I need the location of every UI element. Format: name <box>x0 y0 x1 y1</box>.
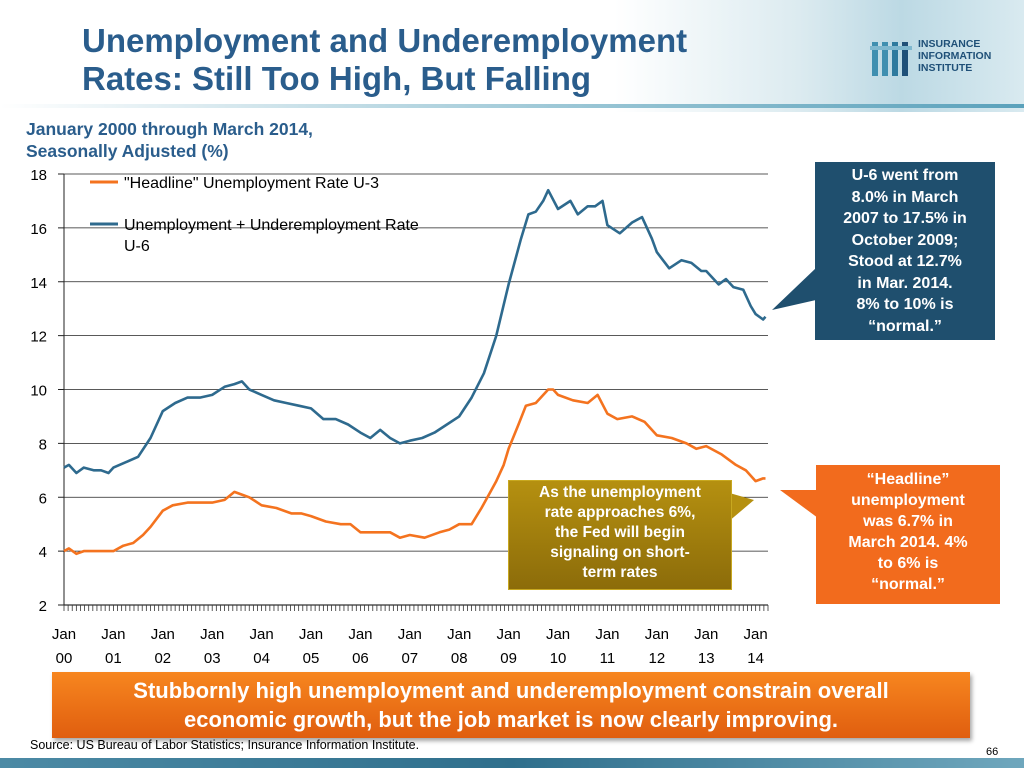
y-tick-label: 18 <box>30 167 47 184</box>
subtitle-line-2: Seasonally Adjusted (%) <box>26 141 229 161</box>
series-u6-line <box>63 188 767 475</box>
series-u3-line <box>63 388 766 556</box>
x-tick-label: Jan <box>52 626 76 643</box>
footer-bar <box>0 758 1024 768</box>
y-tick-label: 4 <box>39 544 47 561</box>
u3-callout: “Headline” unemployment was 6.7% in March 2… <box>816 465 1000 604</box>
x-tick-label: 01 <box>105 650 122 667</box>
x-tick-label: 06 <box>352 650 369 667</box>
y-tick-label: 10 <box>30 383 47 400</box>
u3-callout-line: March 2014. 4% <box>848 534 968 551</box>
y-axis-tick-labels: 2 4 6 8 10 12 14 16 18 <box>30 167 47 615</box>
u3-callout-line: was 6.7% in <box>863 513 953 530</box>
x-tick-label: Jan <box>151 626 175 643</box>
chart-grid <box>58 173 768 606</box>
x-tick-label: 11 <box>600 650 616 667</box>
x-axis: Jan 00 Jan 01 Jan 02 Jan 03 Jan 04 Jan 05 Jan 06 Jan 07… <box>52 605 769 667</box>
iii-bars-logo-icon <box>870 42 912 76</box>
x-tick-label: 10 <box>550 650 567 667</box>
y-tick-label: 12 <box>30 329 47 346</box>
x-tick-label: Jan <box>101 626 125 643</box>
u3-callout-line: unemployment <box>851 492 965 509</box>
u6-callout-line: in Mar. 2014. <box>857 274 953 292</box>
iii-logo: INSURANCE INFORMATION INSTITUTE <box>870 38 1020 78</box>
u6-callout-line: U-6 went from <box>851 167 959 184</box>
chart-legend: "Headline" Unemployment Rate U-3 Unemploy… <box>90 175 419 255</box>
u3-callout-line: to 6% is <box>877 555 939 572</box>
x-tick-label: Jan <box>447 626 471 643</box>
x-tick-label: Jan <box>299 626 323 643</box>
u6-callout-line: 8% to 10% is <box>856 296 954 313</box>
fed-callout: As the unemployment rate approaches 6%, th… <box>508 480 732 590</box>
conclusion-line-1: Stubbornly high unemployment and underem… <box>133 678 889 703</box>
u6-callout-line: 2007 to 17.5% in <box>843 210 967 227</box>
fed-callout-pointer <box>726 492 754 522</box>
u3-callout-line: “Headline” <box>866 471 950 488</box>
source-note: Source: US Bureau of Labor Statistics; I… <box>30 738 420 752</box>
header-band <box>0 0 1024 112</box>
fed-callout-line: As the unemployment <box>539 484 701 501</box>
x-tick-label: Jan <box>694 626 718 643</box>
fed-callout-line: the Fed will begin <box>554 524 686 541</box>
x-tick-label: 05 <box>303 650 320 667</box>
x-tick-label: Jan <box>497 626 521 643</box>
legend-u3-label: "Headline" Unemployment Rate U-3 <box>124 175 379 192</box>
x-tick-label: Jan <box>398 626 422 643</box>
header-rule <box>0 104 1024 108</box>
y-tick-label: 6 <box>39 490 47 507</box>
fed-callout-line: signaling on short- <box>550 544 690 561</box>
x-tick-label: Jan <box>250 626 274 643</box>
conclusion-banner: Stubbornly high unemployment and underem… <box>52 672 970 738</box>
x-tick-label: 04 <box>253 650 270 667</box>
u3-callout-line: “normal.” <box>871 576 945 593</box>
x-tick-label: Jan <box>200 626 224 643</box>
u6-callout-line: 8.0% in March <box>851 188 959 206</box>
legend-u6-label: Unemployment + Underemployment Rate U-6 <box>124 217 419 255</box>
u6-callout-line: Stood at 12.7% <box>848 253 962 270</box>
x-tick-label: 00 <box>56 650 73 667</box>
x-tick-label: 07 <box>401 650 418 667</box>
x-tick-label: Jan <box>595 626 619 643</box>
x-tick-label: 09 <box>500 650 517 667</box>
y-tick-label: 16 <box>30 221 47 238</box>
logo-line-3: INSTITUTE <box>918 62 973 74</box>
u6-callout-pointer <box>772 268 816 310</box>
x-tick-label: Jan <box>348 626 372 643</box>
fed-callout-line: rate approaches 6%, <box>544 504 696 521</box>
page-number: 66 <box>986 746 999 758</box>
logo-line-2: INFORMATION <box>918 50 992 62</box>
u6-callout-line: October 2009; <box>851 231 959 249</box>
title-line-2: Rates: Still Too High, But Falling <box>82 60 592 97</box>
fed-callout-line: term rates <box>582 564 658 581</box>
x-tick-label: 13 <box>698 650 715 667</box>
x-tick-label: 14 <box>747 650 764 667</box>
subtitle-line-1: January 2000 through March 2014, <box>26 119 313 139</box>
x-tick-label: Jan <box>744 626 768 643</box>
chart-series <box>63 188 767 556</box>
x-tick-label: 12 <box>648 650 665 667</box>
y-tick-label: 2 <box>39 598 47 615</box>
x-tick-label: Jan <box>546 626 570 643</box>
logo-text: INSURANCE INFORMATION INSTITUTE <box>918 38 991 74</box>
u3-callout-pointer <box>780 490 818 518</box>
u6-callout-line: “normal.” <box>868 317 942 335</box>
title-line-1: Unemployment and Underemployment <box>82 22 688 59</box>
chart-subtitle: January 2000 through March 2014, Seasona… <box>26 118 313 162</box>
x-tick-label: Jan <box>645 626 669 643</box>
x-tick-label: 02 <box>154 650 171 667</box>
conclusion-line-2: economic growth, but the job market is n… <box>184 707 838 732</box>
y-tick-label: 8 <box>39 436 47 453</box>
page-title: Unemployment and Underemployment Rates: … <box>82 22 842 98</box>
u6-callout: U-6 went from 8.0% in March 2007 to 17.5% … <box>815 162 995 340</box>
y-tick-label: 14 <box>30 275 47 292</box>
logo-line-1: INSURANCE <box>918 38 981 50</box>
x-tick-label: 08 <box>451 650 468 667</box>
x-tick-label: 03 <box>204 650 221 667</box>
